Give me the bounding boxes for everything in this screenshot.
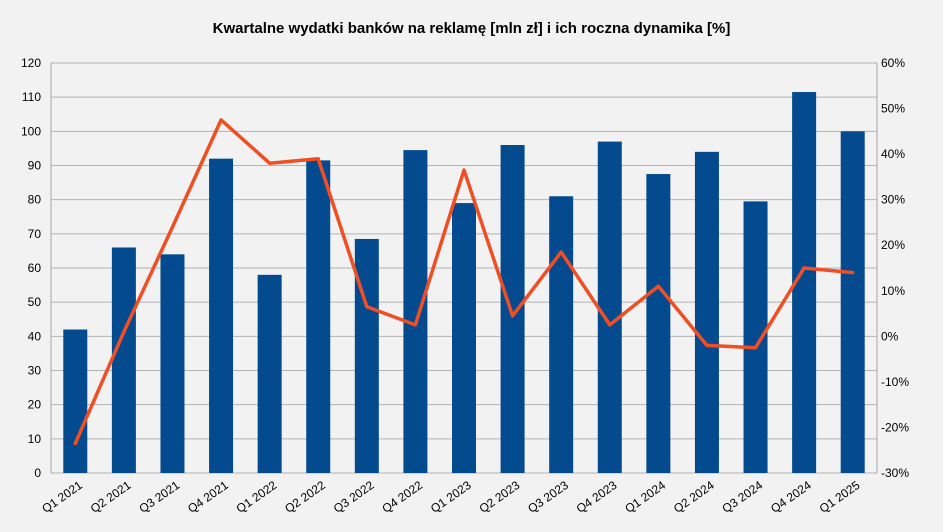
y-left-tick-label: 120 <box>21 56 41 70</box>
y-left-tick-label: 0 <box>34 466 41 480</box>
y-right-tick-label: 10% <box>881 284 905 298</box>
y-left-tick-label: 60 <box>28 261 42 275</box>
x-tick-label: Q3 2021 <box>136 478 182 516</box>
x-tick-label: Q1 2022 <box>234 478 280 516</box>
y-left-tick-label: 70 <box>28 227 42 241</box>
bar <box>549 196 574 473</box>
line-series <box>73 118 855 446</box>
x-axis: Q1 2021 Q2 2021 Q3 2021 Q4 2021 Q1 2022 Q2 20… <box>39 478 862 516</box>
x-tick-label: Q3 2023 <box>525 478 571 516</box>
y-left-tick-label: 80 <box>28 193 42 207</box>
x-tick-label: Q2 2022 <box>282 478 328 516</box>
y-right-tick-label: 60% <box>881 56 905 70</box>
y-left-tick-label: 100 <box>21 124 41 138</box>
x-tick-label: Q1 2024 <box>622 478 668 516</box>
bar <box>306 160 331 473</box>
y-axis-right: -30% -20% -10% 0% 10% 20% 30% 40% 50% 60% <box>881 56 909 480</box>
y-right-tick-label: 0% <box>881 329 899 343</box>
x-tick-label: Q2 2024 <box>671 478 717 516</box>
x-tick-label: Q2 2021 <box>88 478 134 516</box>
x-tick-label: Q2 2023 <box>477 478 523 516</box>
bar <box>597 141 622 474</box>
bar <box>63 329 88 473</box>
bar <box>840 131 865 474</box>
bar <box>111 247 136 473</box>
x-tick-label: Q3 2024 <box>720 478 766 516</box>
x-tick-label: Q1 2025 <box>817 478 863 516</box>
bar-series <box>63 92 865 474</box>
bar <box>403 150 428 473</box>
y-right-tick-label: 50% <box>881 102 905 116</box>
y-right-tick-label: 40% <box>881 147 905 161</box>
bar <box>160 254 185 473</box>
y-right-tick-label: -10% <box>881 375 909 389</box>
bar <box>209 158 234 473</box>
x-tick-label: Q4 2022 <box>379 478 425 516</box>
y-right-tick-label: -20% <box>881 420 909 434</box>
y-right-tick-label: 30% <box>881 193 905 207</box>
bar <box>257 274 282 473</box>
x-tick-label: Q1 2023 <box>428 478 474 516</box>
y-left-tick-label: 10 <box>28 432 42 446</box>
chart-title: Kwartalne wydatki banków na reklamę [mln… <box>212 20 731 37</box>
y-left-tick-label: 50 <box>28 295 42 309</box>
bar <box>694 151 719 474</box>
bar <box>452 203 476 474</box>
y-left-tick-label: 110 <box>22 90 41 104</box>
bar <box>354 238 379 473</box>
x-tick-label: Q3 2022 <box>331 478 377 516</box>
y-left-tick-label: 90 <box>28 159 42 173</box>
bar <box>500 145 525 473</box>
bar <box>646 174 671 473</box>
y-left-tick-label: 40 <box>28 329 42 343</box>
x-tick-label: Q4 2023 <box>574 478 620 516</box>
y-right-tick-label: -30% <box>881 466 909 480</box>
y-axis-left: 0 10 20 30 40 50 60 70 80 90 100 110 120 <box>21 56 41 480</box>
x-tick-label: Q4 2021 <box>185 478 231 516</box>
growth-line <box>73 118 855 446</box>
y-right-tick-label: 20% <box>881 238 905 252</box>
y-left-tick-label: 20 <box>28 398 42 412</box>
x-tick-label: Q4 2024 <box>768 478 814 516</box>
y-left-tick-label: 30 <box>28 364 42 378</box>
x-tick-label: Q1 2021 <box>39 478 85 516</box>
